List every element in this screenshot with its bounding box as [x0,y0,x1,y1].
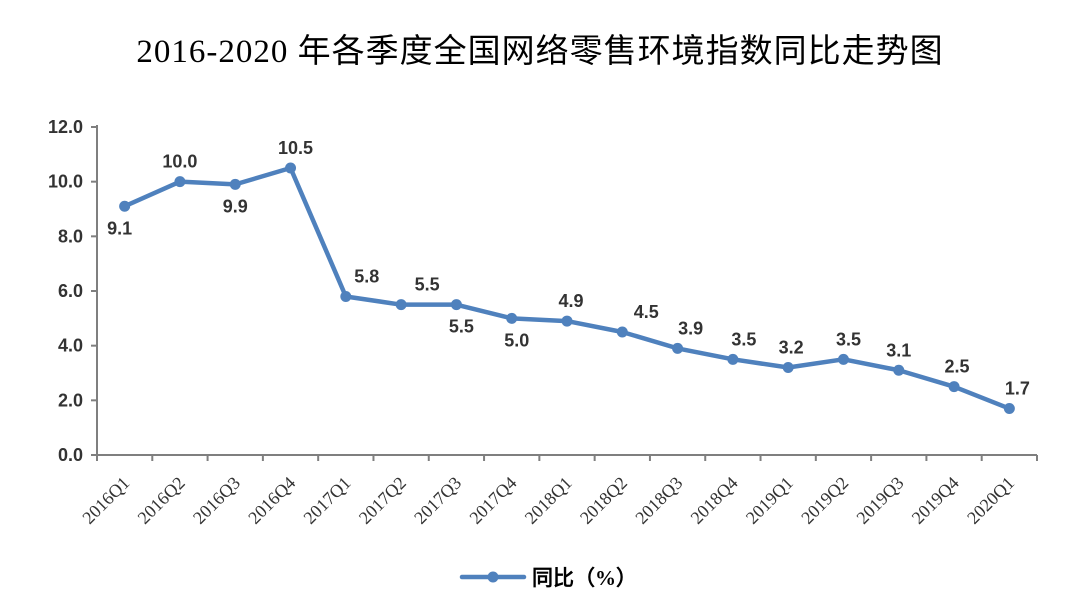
legend-marker-icon [487,571,499,583]
chart-title: 2016-2020 年各季度全国网络零售环境指数同比走势图 [136,34,944,70]
data-point [782,362,794,374]
data-point [727,353,739,365]
y-tick-label: 4.0 [58,336,83,356]
data-label: 10.5 [278,138,313,158]
data-point [395,299,407,311]
x-axis-label: 2019Q3 [852,473,907,528]
data-point [948,381,960,393]
data-point [837,353,849,365]
data-point [893,364,905,376]
data-label: 3.1 [886,340,911,360]
legend: 同比（%） [459,566,637,590]
y-tick-label: 0.0 [58,445,83,465]
data-point [616,326,628,338]
data-label: 5.0 [504,330,529,350]
data-point [285,162,297,174]
data-label: 5.8 [354,266,379,286]
x-axis-label: 2016Q2 [134,473,189,528]
y-tick-label: 8.0 [58,226,83,246]
y-tick-label: 12.0 [48,117,83,137]
data-point [450,299,462,311]
data-point [506,312,518,324]
x-axis-label: 2016Q1 [78,473,133,528]
data-label: 3.5 [836,329,861,349]
x-axis-label: 2016Q4 [244,473,299,528]
data-point [561,315,573,327]
x-axis-label: 2018Q1 [521,473,576,528]
legend-label: 同比（%） [532,566,637,590]
data-label: 5.5 [415,275,440,295]
data-label: 3.9 [678,318,703,338]
data-point [1003,403,1015,415]
data-label: 5.5 [449,317,474,337]
data-label: 3.2 [779,338,804,358]
data-point [174,176,186,188]
x-axis-label: 2020Q1 [963,473,1018,528]
x-axis-label: 2018Q3 [631,473,686,528]
x-axis-label: 2019Q2 [797,473,852,528]
data-label: 4.9 [558,291,583,311]
data-label: 4.5 [634,302,659,322]
x-axis-label: 2019Q4 [908,473,963,528]
x-axis-label: 2017Q2 [355,473,410,528]
data-label: 3.5 [731,329,756,349]
y-tick-label: 10.0 [48,172,83,192]
y-tick-label: 6.0 [58,281,83,301]
x-axis-label: 2017Q3 [410,473,465,528]
x-axis-label: 2019Q1 [742,473,797,528]
y-tick-label: 2.0 [58,390,83,410]
data-point [672,342,684,354]
x-axis-label: 2018Q2 [576,473,631,528]
data-label: 9.1 [107,218,132,238]
data-point [340,290,352,302]
x-axis-label: 2018Q4 [687,473,742,528]
data-label: 2.5 [945,357,970,377]
data-label: 1.7 [1005,379,1030,399]
data-point [229,178,241,190]
data-label: 9.9 [223,196,248,216]
data-point [119,200,131,212]
x-axis-label: 2016Q3 [189,473,244,528]
data-line [122,165,1012,411]
x-axis-label: 2017Q1 [299,473,354,528]
data-label: 10.0 [162,152,197,172]
x-axis-label: 2017Q4 [465,473,520,528]
